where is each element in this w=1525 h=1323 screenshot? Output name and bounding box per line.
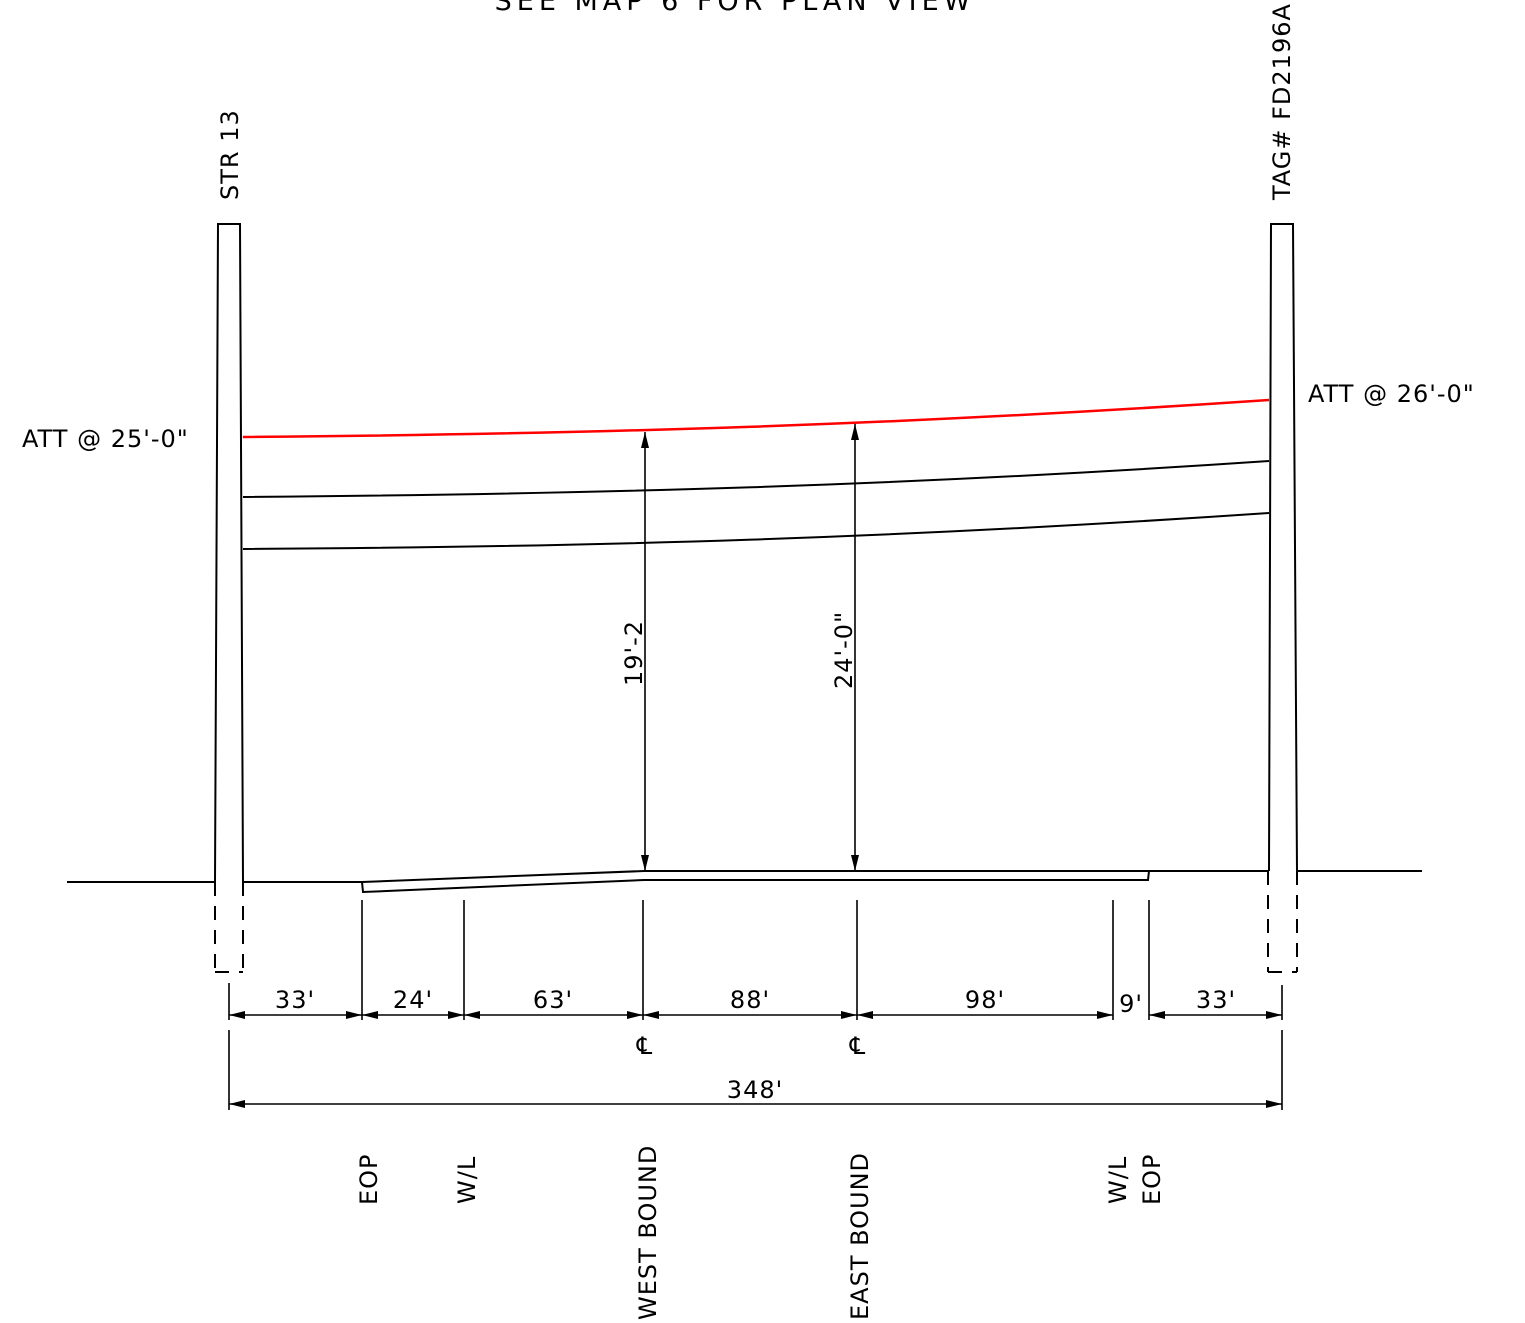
right-pole xyxy=(1267,223,1298,973)
eop-right-label: EOP xyxy=(1138,1153,1166,1205)
clearance-east-label: 24'-0" xyxy=(830,611,858,689)
wl-left-label: W/L xyxy=(453,1156,481,1204)
dimension-label: 88' xyxy=(730,986,770,1014)
clearance-dim-east xyxy=(851,424,859,871)
centerline-symbol: ℄ xyxy=(636,1032,653,1060)
attachment-wire-red xyxy=(242,398,1270,439)
ground-line xyxy=(67,870,1422,883)
dimension-label: 98' xyxy=(965,986,1005,1014)
road-surface xyxy=(361,870,1150,894)
clearance-west-label: 19'-2 xyxy=(620,620,648,686)
dimension-label: 63' xyxy=(533,986,573,1014)
dimension-label: 24' xyxy=(393,986,433,1014)
left-pole xyxy=(214,223,244,973)
segment-dimension-line xyxy=(229,1011,1282,1019)
dimension-label: 33' xyxy=(1196,986,1236,1014)
dimension-label: 33' xyxy=(275,986,315,1014)
wl-right-label: W/L xyxy=(1104,1156,1132,1204)
eop-left-label: EOP xyxy=(355,1153,383,1205)
centerline-symbol: ℄ xyxy=(849,1032,866,1060)
clearance-dim-west xyxy=(641,432,649,871)
drawing-title: SEE MAP 6 FOR PLAN VIEW xyxy=(495,0,976,17)
extension-lines xyxy=(228,900,1283,1110)
right-attachment-label: ATT @ 26'-0" xyxy=(1308,380,1475,408)
dimension-label: 9' xyxy=(1119,990,1143,1018)
total-span-dimension-line xyxy=(229,1100,1282,1108)
left-pole-label: STR 13 xyxy=(216,109,244,200)
total-span-label: 348' xyxy=(727,1076,783,1104)
west-bound-label: WEST BOUND xyxy=(634,1145,662,1320)
wire-middle xyxy=(242,460,1270,498)
right-pole-label: TAG# FD2196A xyxy=(1268,3,1296,201)
wire-lower xyxy=(242,512,1270,550)
left-attachment-label: ATT @ 25'-0" xyxy=(22,425,189,453)
east-bound-label: EAST BOUND xyxy=(846,1152,874,1320)
